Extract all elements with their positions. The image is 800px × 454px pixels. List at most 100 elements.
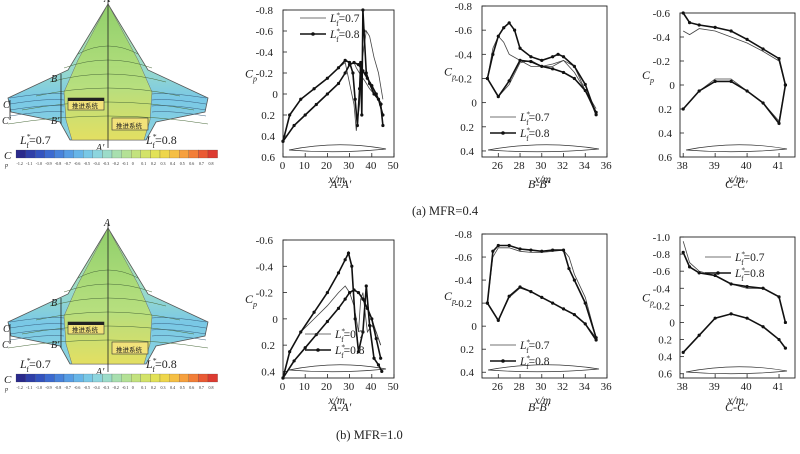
data-point-lf-0-8 — [761, 101, 765, 105]
data-point-lf-0-8 — [346, 251, 351, 255]
y-axis-label: Cp — [642, 68, 654, 85]
scale-tick-label: -0.1 — [122, 385, 128, 390]
y-tick-label: -0.4 — [455, 275, 473, 287]
data-point-lf-0-8 — [351, 71, 355, 75]
x-tick-label: 30 — [535, 381, 547, 393]
data-point-lf-0-8 — [372, 92, 376, 96]
data-point-lf-0-8 — [551, 67, 555, 71]
data-point-lf-0-8 — [374, 336, 378, 341]
y-tick-label: 0 — [669, 80, 675, 92]
scale-tick-label: -0.7 — [65, 385, 71, 390]
chart-title: B-B′ — [528, 177, 550, 191]
data-point-lf-0-8 — [496, 95, 500, 99]
data-point-lf-0-8 — [372, 356, 376, 360]
y-tick-label: 0.6 — [261, 152, 275, 164]
y-tick-label: -0.2 — [455, 298, 472, 310]
x-tick-label: 36 — [601, 381, 613, 393]
y-tick-label: -0.6 — [455, 252, 473, 264]
data-point-lf-0-8 — [348, 63, 352, 67]
scale-swatch — [83, 373, 93, 383]
scale-tick-label: -0.1 — [122, 161, 128, 166]
x-axis-label: x/m — [534, 395, 552, 407]
scale-swatch — [63, 149, 74, 159]
data-point-lf-0-8 — [379, 102, 383, 107]
y-tick-label: -0.2 — [653, 56, 670, 68]
data-point-lf-0-8 — [292, 359, 296, 363]
y-tick-label: 0.6 — [658, 152, 672, 164]
contour-line — [151, 105, 207, 111]
scale-swatch — [92, 373, 103, 383]
scale-swatch — [25, 149, 36, 159]
scale-tick-label: 0.1 — [141, 161, 146, 166]
airfoil-section — [288, 364, 387, 373]
data-point-lf-0-8 — [507, 294, 511, 298]
data-point-lf-0-8 — [729, 312, 733, 316]
x-axis-label: x/m — [727, 174, 745, 186]
scale-subscript: p — [4, 163, 8, 169]
series-line-lf-0-8 — [486, 286, 597, 341]
y-axis-label: Cp — [245, 292, 257, 309]
y-tick-label: 0 — [272, 314, 278, 326]
svg-text:L*f=0.7: L* f=0.7 — [19, 356, 51, 374]
data-point-lf-0-8 — [729, 29, 733, 33]
scale-swatch — [44, 149, 55, 159]
data-point-lf-0-8 — [303, 113, 307, 117]
scale-tick-label: -1.1 — [26, 161, 32, 166]
legend: L* f=0.7L* f=0.8 — [300, 10, 360, 44]
scale-swatch — [25, 373, 36, 383]
scale-subscript: p — [4, 387, 8, 393]
data-point-lf-0-8 — [343, 71, 347, 75]
scale-tick-label: 0.4 — [170, 161, 175, 166]
x-tick-label: 30 — [343, 381, 355, 393]
chart-a-BB: 26 28 30 32 34 36 -0.8 -0.6 -0.4 -0.2 0 0.2 0.4 x/m Cp… — [444, 1, 612, 191]
data-point-lf-0-8 — [783, 346, 788, 350]
data-point-lf-0-8 — [561, 70, 566, 75]
scale-swatch — [131, 373, 141, 383]
scale-swatch — [140, 373, 151, 383]
data-point-lf-0-8 — [491, 249, 495, 253]
scale-tick-label: -0.6 — [74, 385, 80, 390]
scale-swatch — [150, 149, 161, 159]
data-point-lf-0-8 — [583, 82, 587, 87]
data-point-lf-0-8 — [507, 21, 511, 25]
data-point-lf-0-8 — [687, 21, 692, 25]
scale-swatch — [150, 373, 161, 383]
y-tick-label: -0.8 — [653, 249, 671, 261]
y-tick-label: 0.4 — [460, 367, 474, 379]
x-tick-label: 28 — [514, 381, 526, 393]
data-point-lf-0-8 — [551, 248, 555, 252]
contour-line — [151, 329, 207, 335]
chart-title: A-A′ — [329, 177, 352, 191]
data-point-lf-0-8 — [777, 337, 781, 342]
data-point-lf-0-8 — [518, 285, 522, 289]
contour-line — [151, 317, 207, 323]
y-axis-label: Cp — [444, 65, 456, 82]
data-point-lf-0-8 — [687, 265, 692, 269]
svg-text:L*f=0.8: L* f=0.8 — [734, 265, 765, 283]
y-tick-label: 0.4 — [658, 128, 672, 140]
scale-tick-label: -0.4 — [93, 161, 99, 166]
scale-tick-label: -0.7 — [65, 161, 71, 166]
scale-tick-label: 0.2 — [151, 385, 156, 390]
series-line-lf-0-8 — [682, 313, 787, 353]
airfoil-section — [685, 366, 788, 375]
svg-text:L*f=0.7: L* f=0.7 — [734, 249, 765, 267]
data-point-lf-0-8 — [697, 271, 701, 275]
data-point-lf-0-8 — [353, 317, 357, 321]
data-point-lf-0-8 — [299, 330, 303, 334]
scale-tick-label: -0.9 — [45, 385, 51, 390]
scale-tick-label: 0.2 — [151, 161, 156, 166]
contour-line — [151, 99, 207, 105]
scale-swatch — [35, 373, 45, 383]
legend-marker — [501, 359, 505, 363]
y-tick-label: 0 — [471, 321, 477, 333]
data-point-lf-0-8 — [681, 250, 685, 254]
section-label-a: A — [103, 218, 111, 229]
scale-swatch — [121, 373, 132, 383]
data-point-lf-0-8 — [292, 123, 296, 128]
legend: L* f=0.7L* f=0.8 — [705, 249, 765, 283]
data-point-lf-0-8 — [314, 102, 318, 107]
series-line-lf-0-8 — [282, 61, 384, 142]
scale-swatch — [198, 373, 209, 383]
